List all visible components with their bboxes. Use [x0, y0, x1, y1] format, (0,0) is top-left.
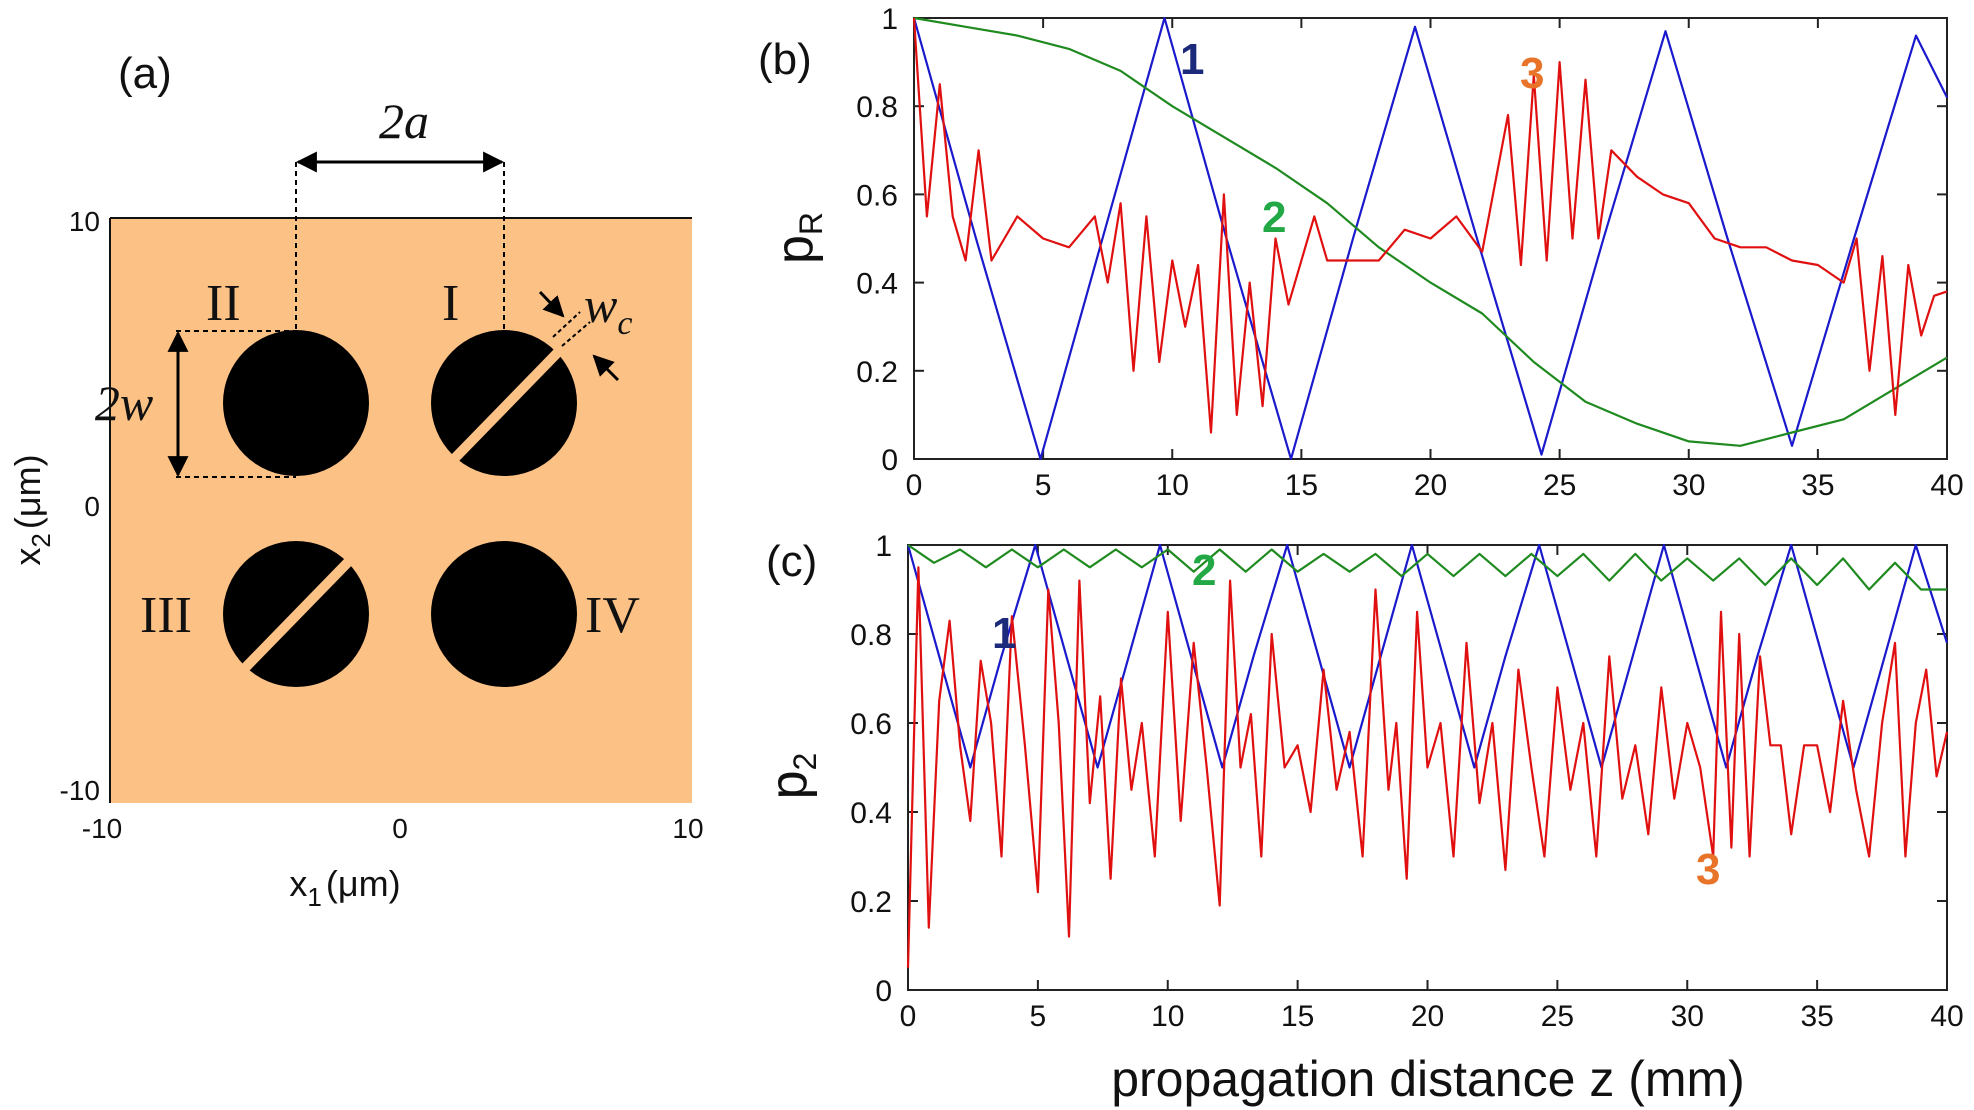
- b-x-tick-label: 25: [1543, 469, 1576, 502]
- a-x-tick-minus10: -10: [82, 813, 122, 844]
- b-y-tick-label: 0.2: [856, 356, 898, 389]
- c-x-tick-label: 30: [1671, 1000, 1704, 1033]
- b-y-tick-label: 0.8: [856, 91, 898, 124]
- c-x-tick-label: 25: [1541, 1000, 1574, 1033]
- c-curve-label-1: 1: [992, 609, 1016, 658]
- c-x-tick-label: 0: [900, 1000, 917, 1033]
- c-y-axis-label: p2: [760, 753, 823, 800]
- core-label-I: I: [442, 275, 459, 332]
- plot-c-series: [906, 543, 1949, 968]
- plot-b-ticks: 0 5 10 15 20 25 30 35 40 0 0.2 0.4 0.6 0.8 1: [856, 3, 1963, 502]
- b-curve-label-1: 1: [1180, 35, 1204, 84]
- panel-c-label: (c): [766, 537, 817, 586]
- c-series-1-line: [906, 543, 1949, 769]
- core-III-slit: [241, 551, 359, 672]
- b-series-2-line: [913, 16, 1948, 447]
- b-x-tick-label: 20: [1414, 469, 1447, 502]
- dim-wc-arrow-top: [538, 290, 565, 318]
- b-x-tick-label: 30: [1672, 469, 1705, 502]
- c-y-tick-label: 1: [875, 530, 892, 563]
- c-y-tick-label: 0.8: [850, 619, 892, 652]
- panel-b-label: (b): [758, 35, 812, 84]
- dim-2a-label: 2a: [379, 93, 429, 149]
- b-y-tick-label: 0.4: [856, 268, 898, 301]
- c-x-tick-label: 35: [1800, 1000, 1833, 1033]
- c-series-3-line: [906, 566, 1949, 968]
- panel-a-label: (a): [118, 49, 172, 98]
- a-y-axis-label: x2(μm): [7, 454, 56, 565]
- b-x-tick-label: 15: [1285, 469, 1318, 502]
- x-axis-label: propagation distance z (mm): [1111, 1051, 1745, 1107]
- c-y-tick-label: 0: [875, 975, 892, 1008]
- b-curve-label-3: 3: [1520, 49, 1544, 98]
- b-y-axis-label: pR: [766, 212, 829, 264]
- b-x-tick-label: 35: [1801, 469, 1834, 502]
- b-y-tick-label: 1: [881, 3, 898, 36]
- c-curve-label-3: 3: [1696, 845, 1720, 894]
- dim-2w-label: 2w: [95, 375, 153, 431]
- b-x-tick-label: 10: [1156, 469, 1189, 502]
- core-I-slit: [451, 341, 569, 462]
- core-II: [223, 330, 369, 476]
- c-y-tick-label: 0.4: [850, 797, 892, 830]
- c-x-tick-label: 40: [1930, 1000, 1963, 1033]
- a-y-tick-minus10: -10: [60, 775, 100, 806]
- core-IV: [431, 541, 577, 687]
- plot-b-series: [912, 16, 1948, 461]
- c-x-tick-label: 10: [1151, 1000, 1184, 1033]
- b-y-tick-label: 0: [881, 444, 898, 477]
- dim-wc-guide-1: [552, 311, 581, 338]
- b-x-tick-label: 5: [1035, 469, 1052, 502]
- dim-wc-label: wc: [584, 277, 632, 342]
- a-y-tick-0: 0: [84, 491, 100, 522]
- c-x-tick-label: 5: [1030, 1000, 1047, 1033]
- a-x-tick-0: 0: [392, 813, 408, 844]
- b-series-1-line: [912, 16, 1948, 461]
- plot-c-ticks: 0 5 10 15 20 25 30 35 40 0 0.2 0.4 0.6 0.8 1: [850, 530, 1963, 1033]
- c-y-tick-label: 0.6: [850, 708, 892, 741]
- c-curve-label-2: 2: [1192, 546, 1216, 595]
- b-y-tick-label: 0.6: [856, 179, 898, 212]
- core-label-IV: IV: [585, 587, 640, 644]
- fiber-cladding: [110, 218, 692, 803]
- dim-wc-guide-2: [561, 321, 591, 347]
- c-x-tick-label: 15: [1281, 1000, 1314, 1033]
- core-label-III: III: [140, 587, 192, 644]
- c-series-2-line: [907, 544, 1947, 591]
- a-x-axis-label: x1 (μm): [289, 863, 400, 912]
- c-x-tick-label: 20: [1411, 1000, 1444, 1033]
- a-y-tick-10: 10: [69, 206, 100, 237]
- b-curve-label-2: 2: [1262, 193, 1286, 242]
- dim-wc-arrow-bottom: [592, 354, 620, 382]
- a-x-tick-10: 10: [672, 813, 703, 844]
- b-x-tick-label: 40: [1930, 469, 1963, 502]
- c-y-tick-label: 0.2: [850, 886, 892, 919]
- core-label-II: II: [206, 275, 241, 332]
- b-series-3-line: [912, 17, 1948, 434]
- b-x-tick-label: 0: [906, 469, 923, 502]
- panel-a: (a) 10 0 -10 -10 0 10 x1 (μm) x2(μm) II I…: [7, 49, 704, 912]
